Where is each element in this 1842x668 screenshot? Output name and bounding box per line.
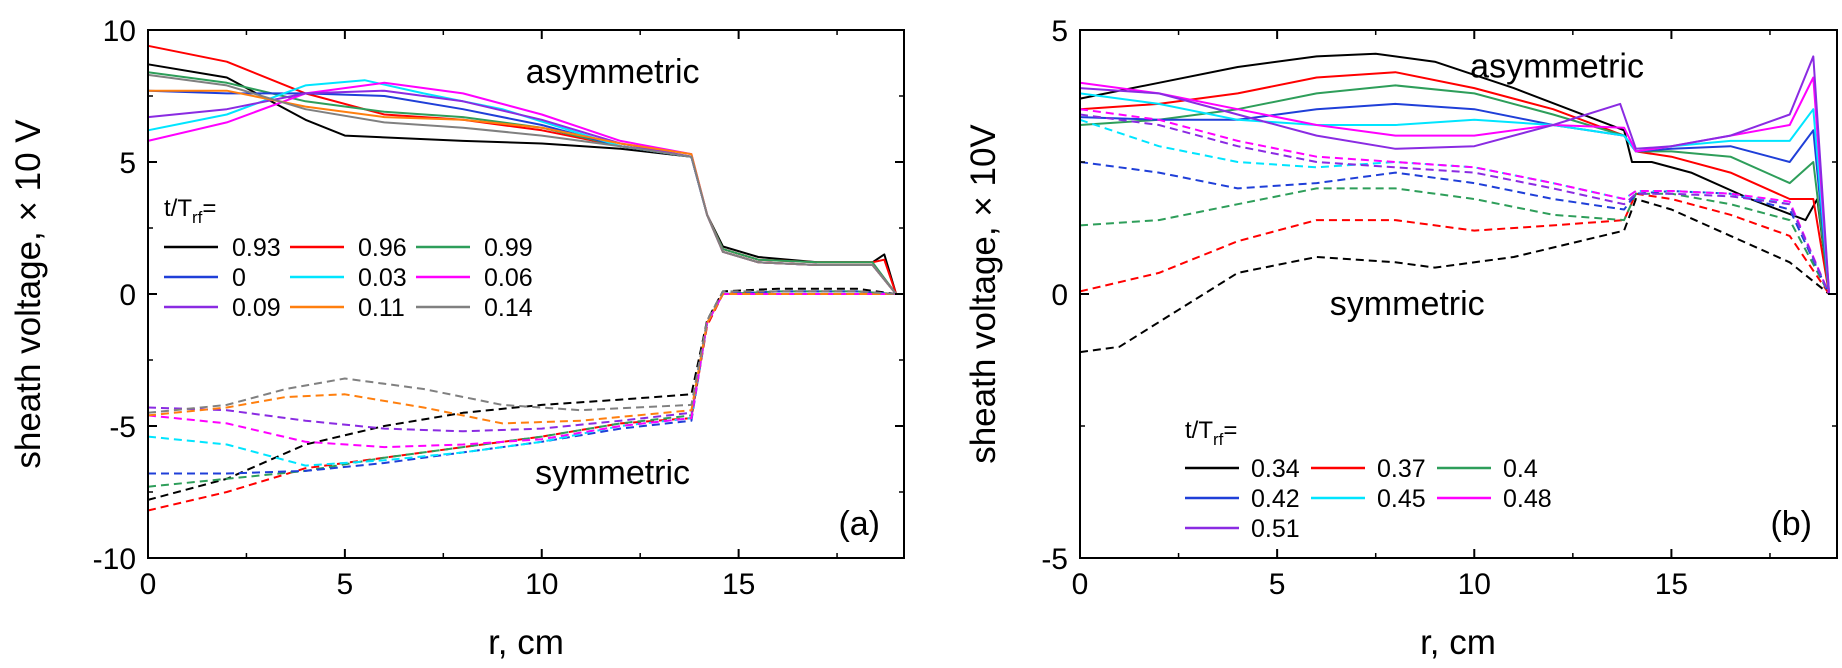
panel-a-legend: t/Trf= 0.93 0.96 0.99 0 0.03 0.06 0.09 0.11 0.14 (164, 195, 533, 322)
panel-a-x-tick-label: 0 (140, 568, 157, 601)
panel-b-x-tick-label: 10 (1458, 568, 1491, 601)
panel-a-legend-label-0-93: 0.93 (232, 234, 281, 262)
panel-b-legend-label-0-51: 0.51 (1251, 515, 1300, 543)
panel-a-legend-label-0-11: 0.11 (358, 294, 405, 322)
panel-a-lines (147, 44, 898, 512)
panel-b-legend-items: 0.34 0.37 0.4 0.42 0.45 0.48 0.51 (1185, 455, 1552, 543)
panel-a-symmetric-label: symmetric (535, 454, 690, 492)
panel-a-label: (a) (838, 505, 880, 543)
panel-a-x-tick-label: 5 (337, 568, 354, 601)
panel-a-legend-label-0-14: 0.14 (484, 294, 533, 322)
panel-b-x-tick-label: 5 (1269, 568, 1286, 601)
panel-b-lines (1079, 52, 1831, 354)
panel-b-asymmetric-line-0-42 (1079, 102, 1831, 295)
panel-b-symmetric-line-0-4 (1079, 187, 1830, 295)
panel-b-ticks: 0 5 10 15-505 (1041, 15, 1837, 601)
panel-b-y-axis-title: sheath voltage, × 10V (964, 124, 1003, 464)
panel-b-legend-label-0-34: 0.34 (1251, 455, 1300, 483)
panel-b-asymmetric-line-0-37 (1079, 71, 1831, 295)
panel-a-y-axis-title: sheath voltage, × 10 V (9, 119, 48, 469)
panel-a-legend-label-0-09: 0.09 (232, 294, 281, 322)
panel-a-legend-items: 0.93 0.96 0.99 0 0.03 0.06 0.09 0.11 0.14 (164, 234, 533, 322)
panel-b-x-tick-label: 0 (1072, 568, 1089, 601)
panel-a-x-tick-label: 10 (525, 568, 558, 601)
panel-b: 0 5 10 15-505 r, cm sheath voltage, × 10V a… (964, 15, 1838, 662)
panel-a-y-tick-label: 0 (119, 279, 136, 312)
panel-b-y-tick-label: 0 (1051, 279, 1068, 312)
panel-b-symmetric-line-0-42 (1079, 161, 1831, 295)
panel-a-legend-label-0-96: 0.96 (358, 234, 407, 262)
panel-b-y-tick-label: -5 (1041, 543, 1068, 576)
panel-b-legend-label-0-42: 0.42 (1251, 485, 1300, 513)
panel-b-symmetric-line-0-48 (1079, 108, 1831, 295)
panel-b-symmetric-line-0-51 (1079, 113, 1831, 295)
panel-a-legend-label-0-06: 0.06 (484, 264, 533, 292)
panel-a-legend-label-0-99: 0.99 (484, 234, 533, 262)
panel-b-asymmetric-line-0-51 (1079, 55, 1831, 295)
panel-a: 0 5 10 15 -10 -5 0 5 10 r, cm sheath voltage, × … (9, 15, 905, 662)
panel-a-symmetric-line-0-93 (147, 287, 897, 501)
panel-b-legend-label-0-48: 0.48 (1503, 485, 1552, 513)
panel-a-legend-title: t/Trf= (164, 195, 216, 227)
panel-b-asymmetric-line-0-45 (1079, 92, 1831, 295)
panel-b-symmetric-line-0-45 (1079, 118, 1831, 295)
panel-b-legend-label-0-45: 0.45 (1377, 485, 1426, 513)
panel-a-symmetric-line-0-06 (147, 293, 897, 449)
panel-a-symmetric-line-0-09 (147, 293, 897, 433)
panel-a-asymmetric-label: asymmetric (526, 53, 700, 91)
panel-b-legend-label-0-37: 0.37 (1377, 455, 1426, 483)
panel-a-ticks: 0 5 10 15 -10 -5 0 5 10 (93, 15, 904, 601)
panel-b-asymmetric-label: asymmetric (1470, 48, 1644, 86)
panel-a-y-tick-label: -10 (93, 543, 136, 576)
panel-a-x-axis-title: r, cm (488, 623, 564, 662)
panel-b-asymmetric-line-0-34 (1079, 52, 1831, 295)
panel-b-asymmetric-line-0-48 (1079, 76, 1831, 295)
panel-b-legend: t/Trf= 0.34 0.37 0.4 0.42 0.45 0.48 0.51 (1185, 417, 1552, 543)
panel-a-y-tick-label: -5 (109, 411, 136, 444)
panel-a-x-tick-label: 15 (722, 568, 755, 601)
panel-a-symmetric-line-0 (148, 290, 897, 475)
panel-a-asymmetric-line-0-14 (147, 73, 897, 295)
panel-a-y-tick-label: 5 (119, 147, 136, 180)
panel-b-symmetric-line-0-34 (1079, 198, 1830, 354)
panel-b-symmetric-label: symmetric (1330, 285, 1485, 323)
panel-b-asymmetric-line-0-4 (1079, 84, 1831, 295)
panel-a-legend-label-0: 0 (232, 264, 246, 292)
panel-a-y-tick-label: 10 (103, 15, 136, 48)
panel-a-symmetric-line-0-96 (147, 290, 897, 512)
panel-b-symmetric-line-0-37 (1079, 192, 1830, 295)
panel-b-label: (b) (1770, 505, 1812, 543)
panel-b-x-tick-label: 15 (1655, 568, 1688, 601)
panel-b-legend-label-0-4: 0.4 (1503, 455, 1538, 483)
panel-b-x-axis-title: r, cm (1420, 623, 1496, 662)
panel-b-y-tick-label: 5 (1051, 15, 1068, 48)
panel-a-legend-label-0-03: 0.03 (358, 264, 407, 292)
panel-b-legend-title: t/Trf= (1185, 417, 1237, 449)
